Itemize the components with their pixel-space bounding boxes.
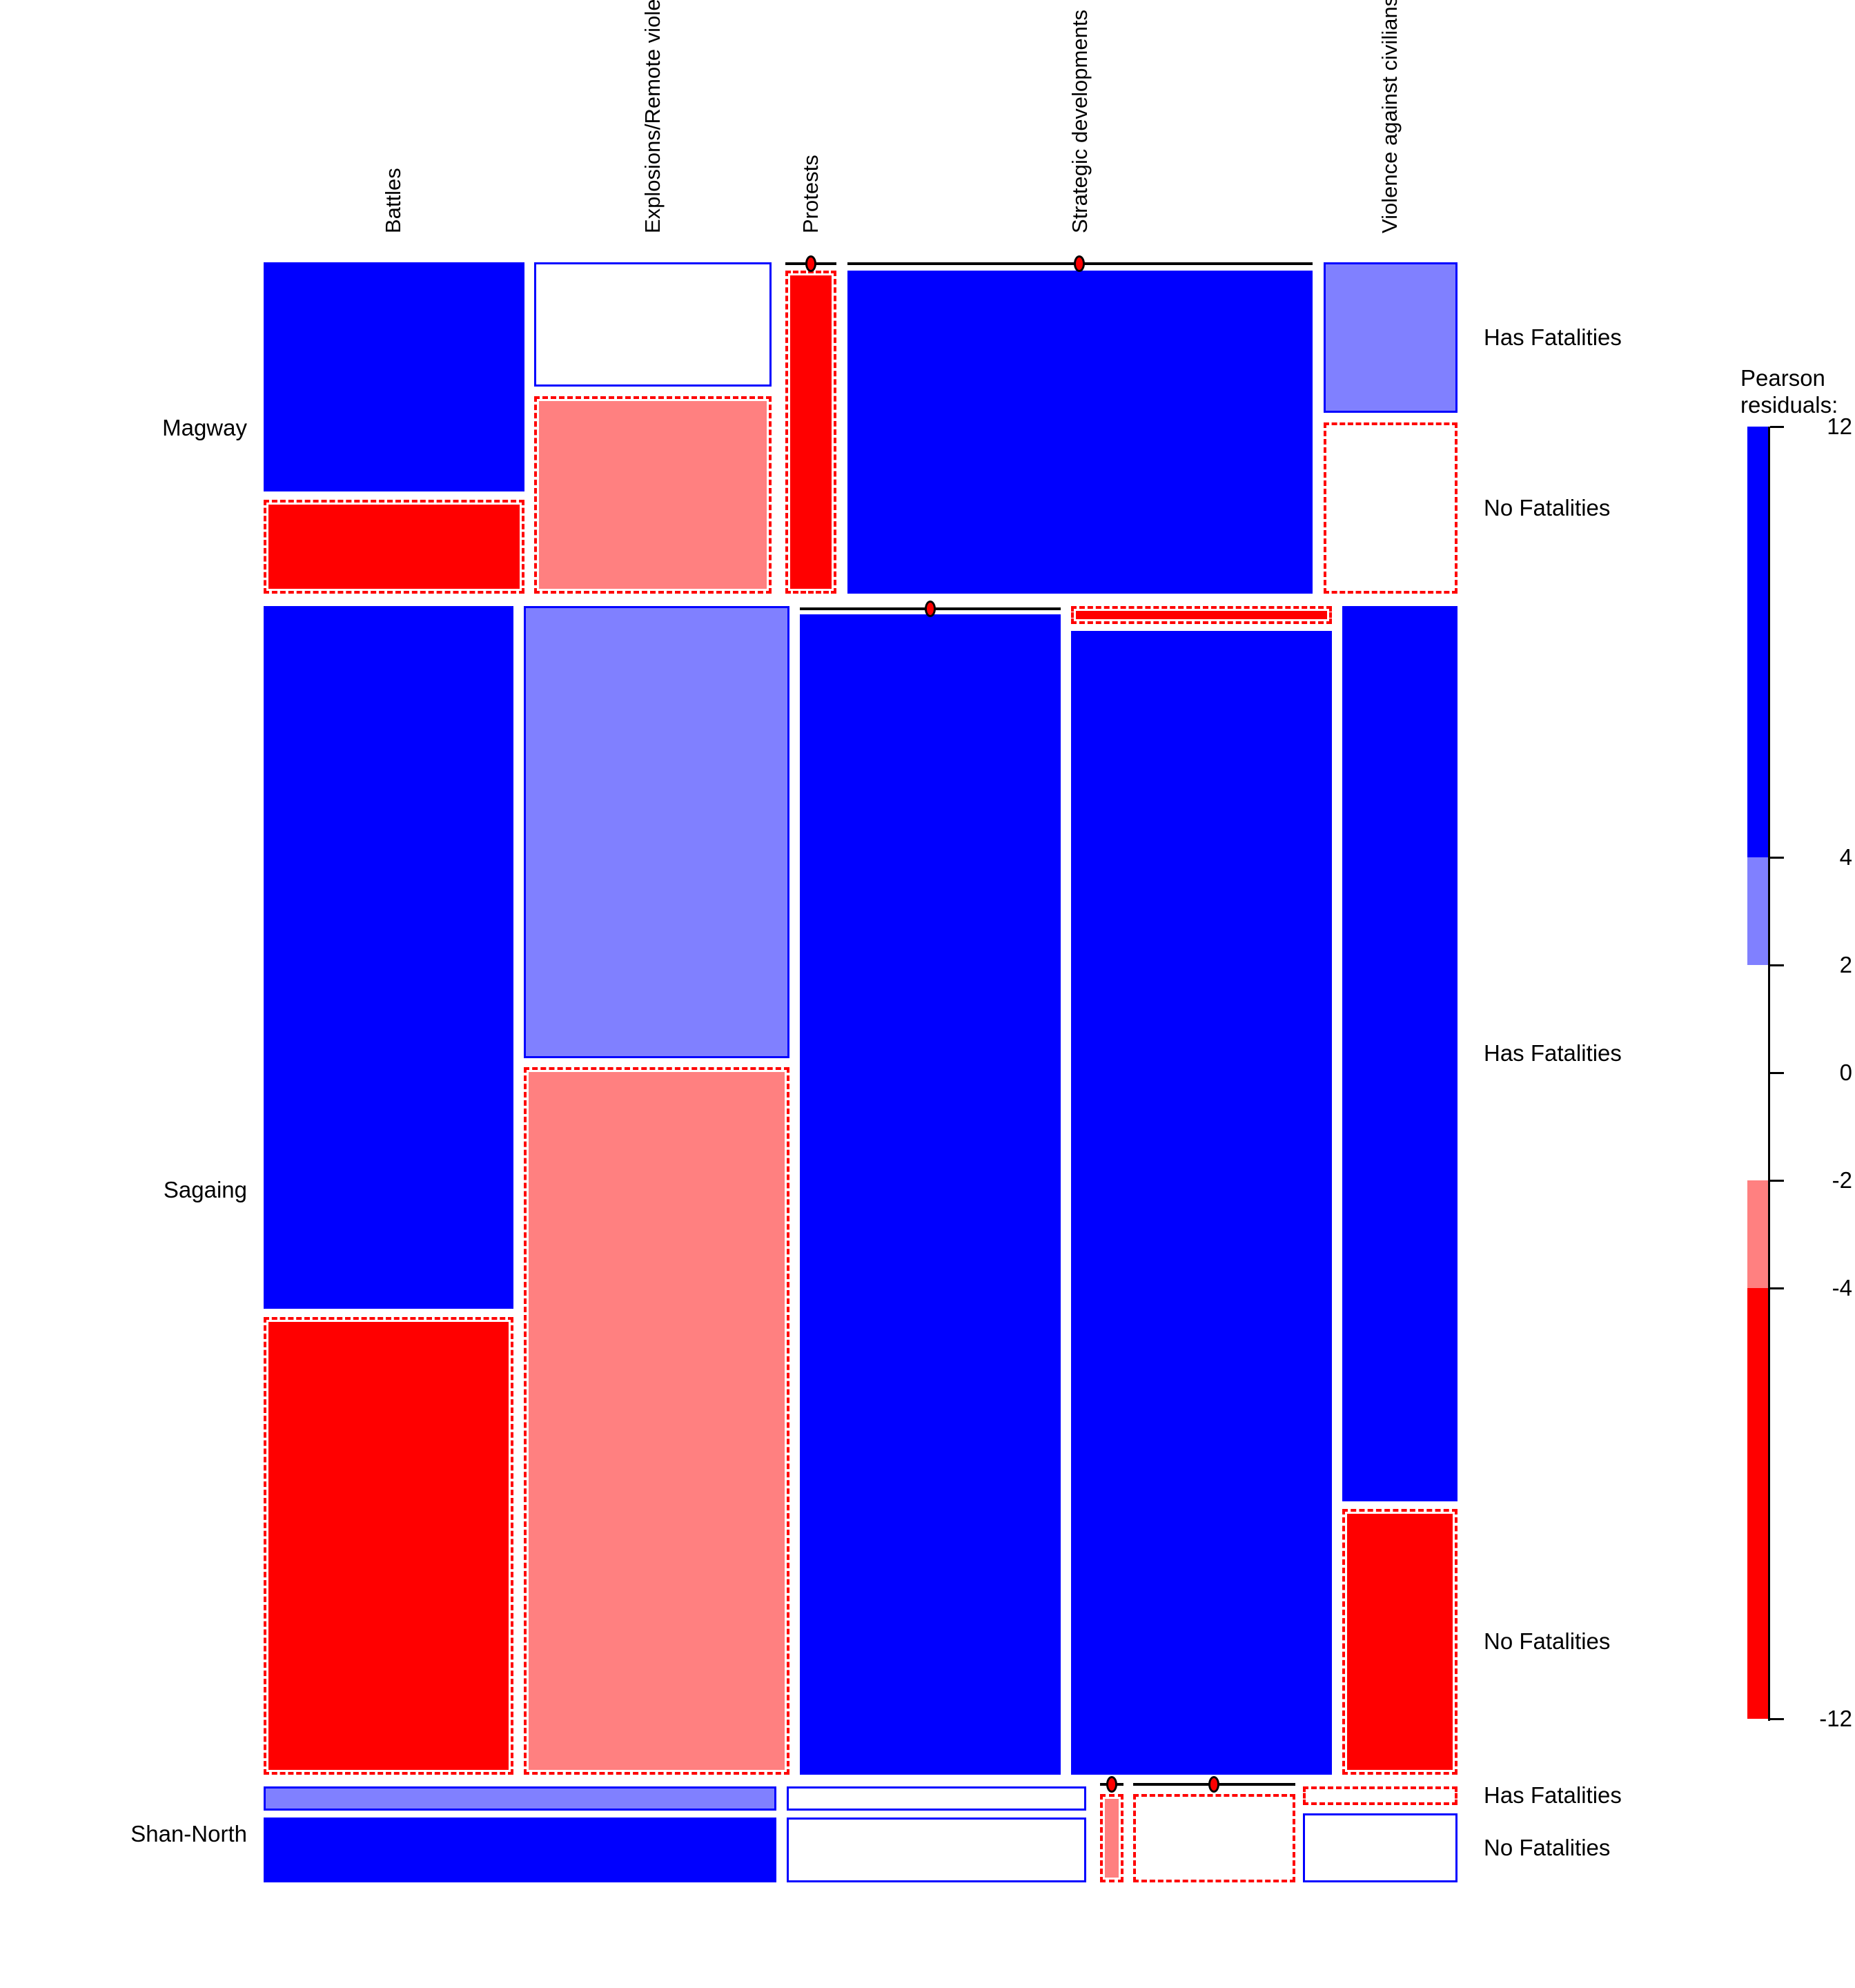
legend-tick-label-2: 2 bbox=[1839, 952, 1852, 977]
column-label-violence: Violence against civilians bbox=[1377, 0, 1402, 233]
tile-shan-north-battles-no-fatalities bbox=[264, 1818, 776, 1882]
tile-sagaing-explosions-remote-violence-has-fatalities bbox=[524, 606, 789, 1058]
zero-marker-dot-magway-strategic-developments bbox=[1074, 255, 1085, 272]
zero-marker-dot-shan-north-strategic-developments bbox=[1208, 1776, 1219, 1793]
legend-tick-label-0: 0 bbox=[1839, 1060, 1852, 1085]
zero-marker-dot-magway-protests bbox=[805, 255, 816, 272]
side-label-sagaing-no: No Fatalities bbox=[1484, 1628, 1611, 1654]
legend-colorbar bbox=[1747, 427, 1768, 1719]
tile-magway-violence-against-civilians-no-fatalities bbox=[1324, 422, 1458, 594]
legend-axis-line bbox=[1768, 427, 1770, 1721]
legend-tick-4 bbox=[1770, 857, 1784, 859]
tile-shan-north-battles-has-fatalities bbox=[264, 1786, 776, 1811]
tile-shan-north-strategic-developments-no-fatalities bbox=[1133, 1794, 1295, 1882]
tile-magway-explosions-remote-violence-no-fatalities bbox=[534, 396, 772, 594]
side-label-magway-has: Has Fatalities bbox=[1484, 324, 1622, 350]
legend-title-line2: residuals: bbox=[1740, 392, 1838, 418]
side-label-shan-north-has: Has Fatalities bbox=[1484, 1782, 1622, 1808]
tile-shan-north-protests-no-fatalities bbox=[1100, 1794, 1123, 1882]
legend-tick--4 bbox=[1770, 1287, 1784, 1289]
legend-segment--4-to--12 bbox=[1747, 1288, 1768, 1719]
legend-tick-label--4: -4 bbox=[1832, 1275, 1852, 1300]
tile-shan-north-explosions-remote-violence-has-fatalities bbox=[787, 1786, 1086, 1811]
legend-tick-label-4: 4 bbox=[1839, 844, 1852, 870]
side-label-sagaing-has: Has Fatalities bbox=[1484, 1040, 1622, 1066]
tile-sagaing-strategic-developments-no-fatalities bbox=[1071, 631, 1332, 1775]
tile-magway-explosions-remote-violence-has-fatalities bbox=[534, 262, 772, 387]
zero-marker-dot-sagaing-protests bbox=[925, 601, 936, 617]
tile-magway-battles-no-fatalities bbox=[264, 500, 524, 594]
legend-tick-2 bbox=[1770, 964, 1784, 966]
column-label-strategic: Strategic developments bbox=[1068, 10, 1092, 233]
legend-tick-label--12: -12 bbox=[1819, 1706, 1852, 1731]
side-label-magway-no: No Fatalities bbox=[1484, 495, 1611, 520]
tile-sagaing-violence-against-civilians-has-fatalities bbox=[1342, 606, 1458, 1501]
legend-segment--2-to--4 bbox=[1747, 1180, 1768, 1288]
legend-segment-4-to-2 bbox=[1747, 857, 1768, 965]
tile-shan-north-violence-against-civilians-no-fatalities bbox=[1303, 1813, 1458, 1882]
tile-sagaing-protests-no-fatalities bbox=[800, 614, 1061, 1775]
legend-tick-0 bbox=[1770, 1072, 1784, 1074]
column-label-battles: Battles bbox=[381, 168, 405, 233]
tile-sagaing-battles-has-fatalities bbox=[264, 606, 513, 1309]
legend-title: Pearson residuals: bbox=[1740, 364, 1838, 418]
column-label-explosions: Explosions/Remote violence bbox=[640, 0, 665, 233]
row-label-magway: Magway bbox=[162, 415, 247, 440]
tile-sagaing-violence-against-civilians-no-fatalities bbox=[1342, 1509, 1458, 1775]
row-label-sagaing: Sagaing bbox=[163, 1177, 247, 1202]
tile-shan-north-explosions-remote-violence-no-fatalities bbox=[787, 1818, 1086, 1882]
side-label-shan-north-no: No Fatalities bbox=[1484, 1835, 1611, 1860]
tile-sagaing-battles-no-fatalities bbox=[264, 1317, 513, 1775]
legend-tick-label--2: -2 bbox=[1832, 1167, 1852, 1193]
legend-segment-12-to-4 bbox=[1747, 427, 1768, 857]
tile-magway-battles-has-fatalities bbox=[264, 262, 524, 491]
tile-magway-protests-no-fatalities bbox=[785, 271, 836, 594]
tile-magway-violence-against-civilians-has-fatalities bbox=[1324, 262, 1458, 413]
tile-sagaing-explosions-remote-violence-no-fatalities bbox=[524, 1067, 789, 1775]
tile-magway-strategic-developments-no-fatalities bbox=[847, 271, 1313, 594]
legend-tick--12 bbox=[1770, 1718, 1784, 1720]
column-label-protests: Protests bbox=[798, 155, 823, 233]
legend-title-line1: Pearson bbox=[1740, 365, 1825, 391]
row-label-shan-north: Shan-North bbox=[130, 1821, 247, 1846]
legend-tick--2 bbox=[1770, 1180, 1784, 1182]
tile-shan-north-violence-against-civilians-has-fatalities bbox=[1303, 1786, 1458, 1805]
legend-tick-label-12: 12 bbox=[1827, 413, 1852, 439]
legend-segment-2-to--2 bbox=[1747, 965, 1768, 1180]
legend-tick-12 bbox=[1770, 426, 1784, 428]
tile-sagaing-strategic-developments-has-fatalities bbox=[1071, 606, 1332, 624]
zero-marker-dot-shan-north-protests bbox=[1106, 1776, 1117, 1793]
